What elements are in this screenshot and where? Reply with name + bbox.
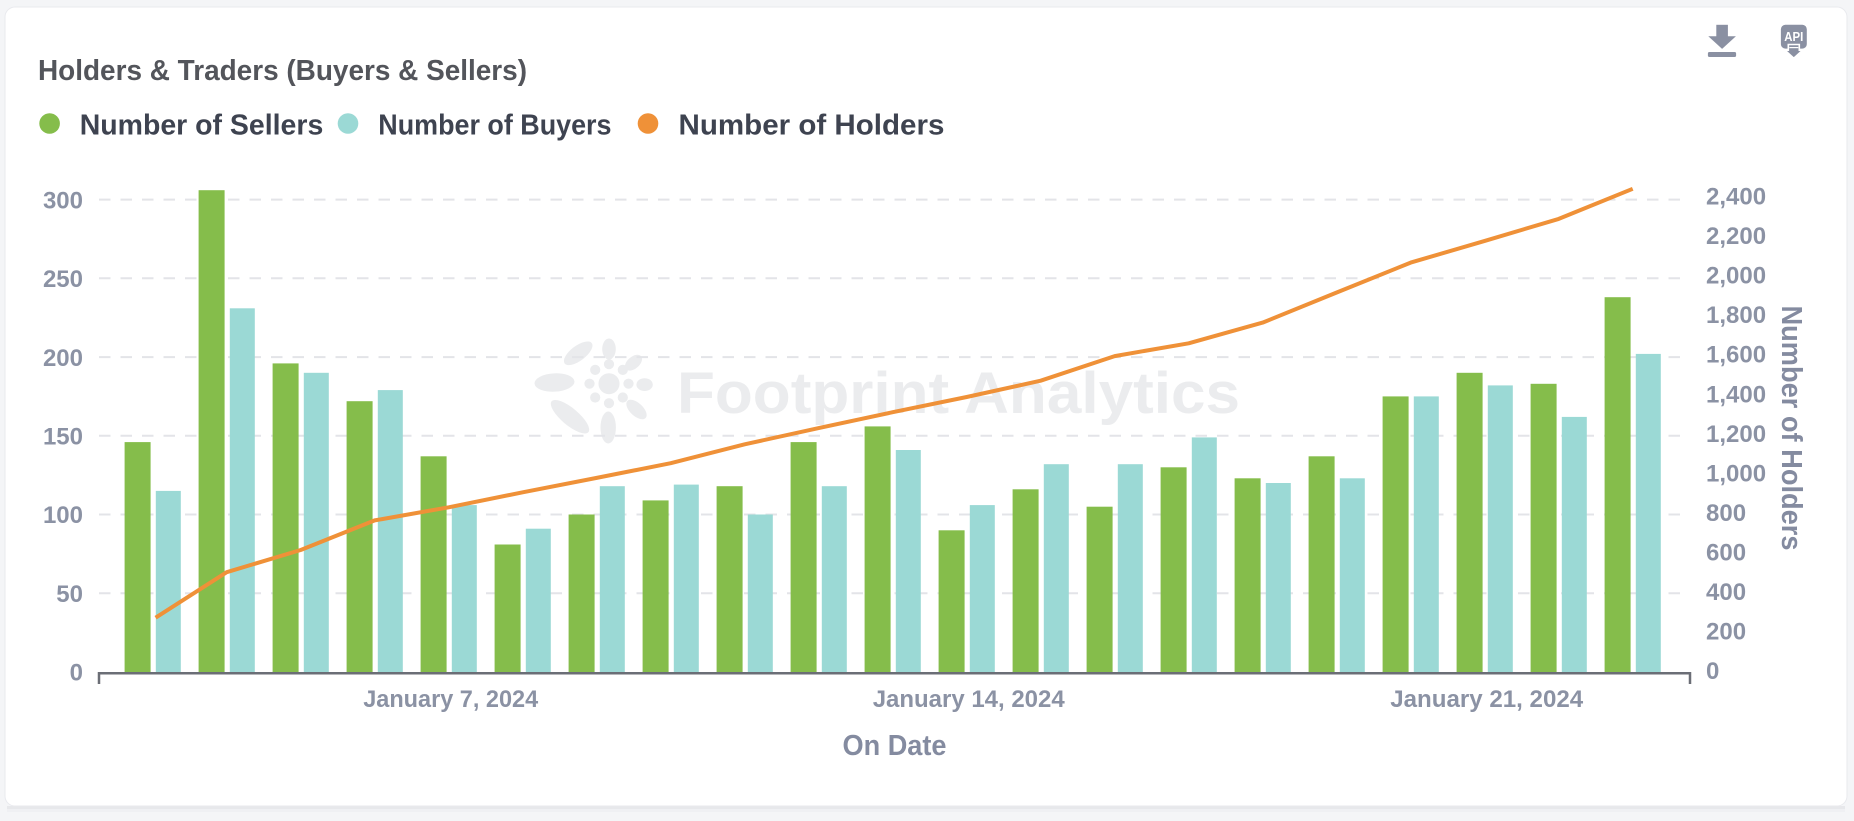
svg-text:0: 0	[70, 660, 83, 687]
svg-text:Number of Holders: Number of Holders	[679, 110, 945, 142]
svg-text:1,000: 1,000	[1706, 460, 1766, 487]
svg-text:1,400: 1,400	[1706, 381, 1766, 408]
svg-text:50: 50	[56, 581, 83, 608]
svg-text:API: API	[1784, 30, 1803, 44]
svg-text:2,400: 2,400	[1706, 184, 1766, 211]
svg-text:2,200: 2,200	[1706, 223, 1766, 250]
svg-text:January 14, 2024: January 14, 2024	[873, 686, 1066, 713]
svg-text:1,200: 1,200	[1706, 421, 1766, 448]
svg-text:On Date: On Date	[843, 730, 947, 762]
svg-text:1,800: 1,800	[1706, 302, 1766, 329]
svg-text:800: 800	[1706, 500, 1746, 527]
svg-text:January 21, 2024: January 21, 2024	[1390, 686, 1584, 713]
svg-text:200: 200	[1706, 619, 1746, 646]
svg-text:Number of Sellers: Number of Sellers	[80, 110, 324, 142]
svg-text:2,000: 2,000	[1706, 263, 1766, 290]
svg-text:January 7, 2024: January 7, 2024	[363, 686, 539, 713]
svg-text:Number of Buyers: Number of Buyers	[378, 110, 611, 142]
svg-text:1,600: 1,600	[1706, 342, 1766, 369]
svg-text:200: 200	[43, 345, 83, 372]
svg-text:400: 400	[1706, 579, 1746, 606]
svg-text:100: 100	[43, 502, 83, 529]
svg-text:0: 0	[1706, 658, 1719, 685]
svg-text:600: 600	[1706, 540, 1746, 567]
svg-text:150: 150	[43, 424, 83, 451]
svg-text:250: 250	[43, 266, 83, 293]
svg-text:Footprint Analytics: Footprint Analytics	[677, 361, 1240, 426]
svg-text:300: 300	[43, 187, 83, 214]
svg-text:Holders & Traders (Buyers & Se: Holders & Traders (Buyers & Sellers)	[38, 55, 527, 87]
svg-text:Number of Holders: Number of Holders	[1775, 306, 1807, 551]
